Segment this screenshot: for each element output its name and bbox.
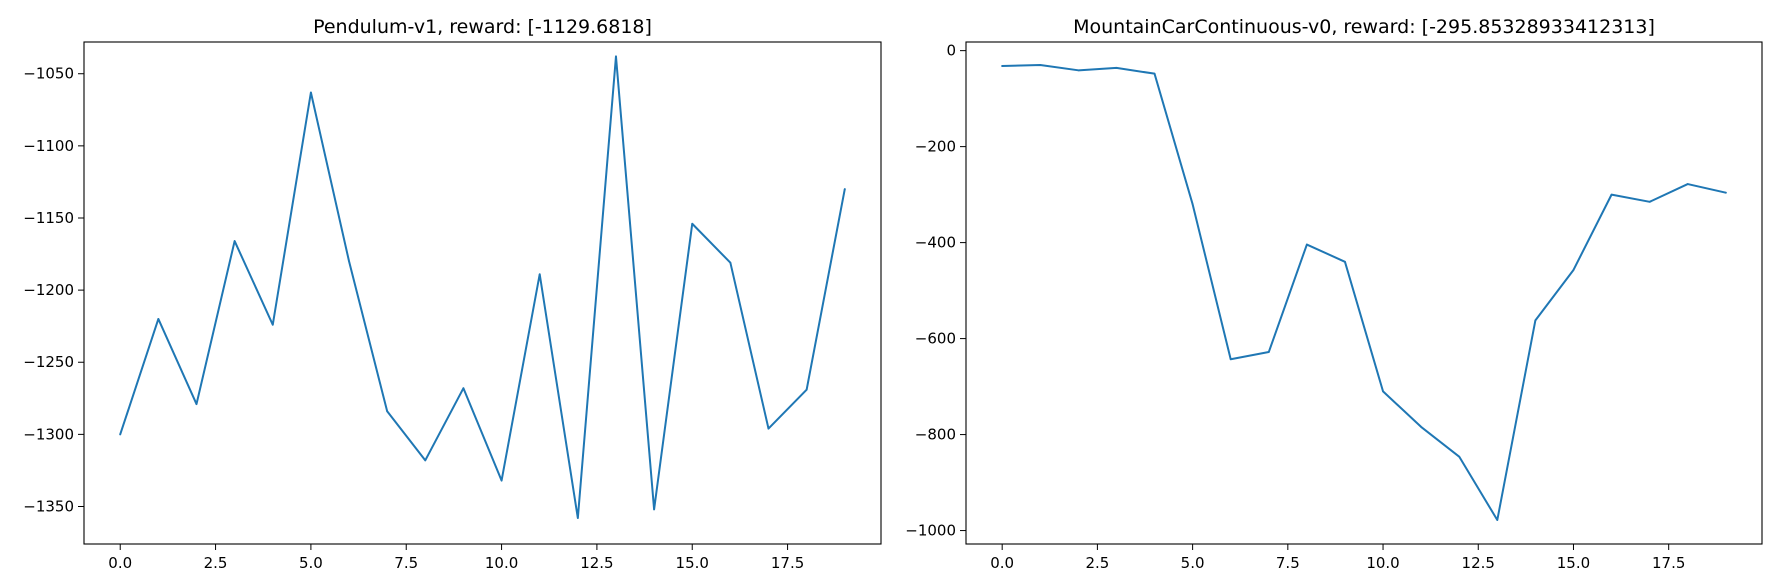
mountaincar-data-point — [1001, 65, 1003, 67]
pendulum-data-point — [843, 188, 846, 190]
mountaincar-y-tick-label: 0 — [946, 42, 956, 60]
pendulum-data-point — [195, 403, 198, 405]
mountaincar-data-point — [1572, 269, 1575, 271]
mountaincar-x-tick-label: 10.0 — [1366, 554, 1399, 572]
mountaincar-chart-title: MountainCarContinuous-v0, reward: [-295.… — [1073, 16, 1655, 38]
mountaincar-series-line — [1001, 64, 1727, 521]
pendulum-data-point — [462, 387, 465, 390]
mountaincar-data-point — [1382, 390, 1384, 393]
mountaincar-data-point — [1191, 203, 1194, 206]
mountaincar-data-point — [1725, 191, 1727, 194]
pendulum-y-tick-label: −1250 — [23, 353, 74, 371]
mountaincar-data-point — [1534, 319, 1537, 322]
pendulum-data-point — [538, 273, 541, 276]
mountaincar-data-point — [1420, 426, 1422, 428]
mountaincar-x-tick-label: 5.0 — [1181, 554, 1205, 572]
mountaincar-chart-panel: MountainCarContinuous-v0, reward: [-295.… — [905, 16, 1763, 572]
mountaincar-y-tick-label: −1000 — [905, 522, 956, 540]
pendulum-data-point — [386, 410, 388, 413]
mountaincar-data-point — [1229, 358, 1232, 361]
mountaincar-x-tick-label: 7.5 — [1276, 554, 1300, 572]
mountaincar-y-tick-label: −200 — [915, 138, 956, 156]
mountaincar-data-point — [1610, 193, 1613, 196]
pendulum-data-point — [767, 427, 770, 430]
pendulum-x-tick-label: 2.5 — [204, 554, 228, 572]
mountaincar-data-point — [1267, 351, 1270, 353]
pendulum-data-point — [805, 388, 808, 391]
mountaincar-data-point — [1344, 261, 1346, 263]
pendulum-data-point — [577, 517, 579, 519]
pendulum-y-tick-label: −1050 — [23, 65, 74, 83]
mountaincar-x-tick-label: 17.5 — [1652, 554, 1685, 572]
pendulum-data-point — [310, 91, 312, 94]
pendulum-data-point — [653, 508, 655, 511]
pendulum-chart-panel: Pendulum-v1, reward: [-1129.6818] 0.0 2.5 5… — [23, 16, 882, 572]
pendulum-y-tick-label: −1300 — [23, 425, 74, 443]
mountaincar-y-tick-label: −600 — [915, 330, 956, 348]
pendulum-data-point — [119, 433, 122, 436]
pendulum-x-tick-label: 12.5 — [580, 554, 613, 572]
pendulum-y-tick-label: −1350 — [23, 497, 74, 515]
pendulum-series-line — [119, 55, 846, 520]
mountaincar-data-point — [1306, 243, 1308, 246]
pendulum-data-point — [615, 55, 617, 58]
pendulum-x-tick-label: 5.0 — [299, 554, 323, 572]
pendulum-y-tick-label: −1200 — [23, 281, 74, 299]
pendulum-data-point — [271, 323, 274, 326]
mountaincar-y-tick-label: −800 — [915, 426, 956, 444]
pendulum-data-point — [157, 318, 160, 320]
pendulum-x-tick-label: 7.5 — [394, 554, 418, 572]
mountaincar-data-point — [1153, 72, 1156, 75]
mountaincar-data-point — [1115, 67, 1118, 69]
mountaincar-x-tick-label: 15.0 — [1557, 554, 1590, 572]
pendulum-x-tick-label: 17.5 — [771, 554, 804, 572]
mountaincar-data-point — [1077, 69, 1080, 72]
pendulum-data-point — [348, 260, 350, 263]
pendulum-data-point — [500, 479, 503, 482]
pendulum-x-tick-label: 0.0 — [108, 554, 132, 572]
pendulum-y-tick-label: −1150 — [23, 209, 74, 227]
mountaincar-data-point — [1496, 519, 1499, 521]
pendulum-data-point — [424, 459, 427, 462]
mountaincar-y-tick-label: −400 — [915, 234, 956, 252]
pendulum-x-tick-label: 15.0 — [676, 554, 709, 572]
pendulum-data-point — [729, 261, 732, 264]
pendulum-plot-frame — [83, 41, 882, 545]
mountaincar-x-tick-label: 12.5 — [1462, 554, 1495, 572]
mountaincar-plot-frame — [965, 41, 1763, 545]
mountaincar-data-point — [1686, 183, 1689, 185]
pendulum-data-point — [691, 222, 694, 225]
mountaincar-data-point — [1458, 455, 1461, 458]
pendulum-chart-title: Pendulum-v1, reward: [-1129.6818] — [313, 16, 652, 38]
pendulum-data-point — [233, 240, 236, 242]
mountaincar-data-point — [1648, 201, 1651, 203]
mountaincar-data-point — [1039, 64, 1042, 66]
pendulum-y-tick-label: −1100 — [23, 137, 74, 155]
mountaincar-x-tick-label: 2.5 — [1085, 554, 1109, 572]
pendulum-x-tick-label: 10.0 — [485, 554, 518, 572]
mountaincar-x-tick-label: 0.0 — [990, 554, 1014, 572]
